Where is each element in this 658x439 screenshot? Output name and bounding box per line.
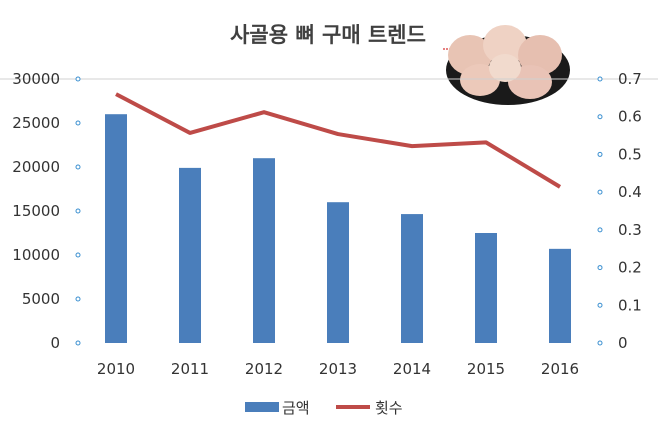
legend-swatch-bar [245,402,279,412]
bar-2011 [179,167,201,343]
y-right-tick-0.3: 0.3 [618,221,642,239]
y-right-tick-0.6: 0.6 [618,108,642,126]
legend: 금액 횟수 [245,399,403,417]
y-right-tick-0.4: 0.4 [618,183,642,201]
y-right-tick-0: 0 [618,334,628,352]
x-tick-2016: 2016 [541,360,579,378]
y-right-tick-0.1: 0.1 [618,296,642,314]
bar-2013 [327,202,349,343]
bar-2012 [253,158,275,343]
y-left-tick-30000: 30000 [12,70,60,88]
y-left-marker [75,120,81,126]
y-left-tick-15000: 15000 [12,202,60,220]
x-tick-2011: 2011 [171,360,209,378]
y-left-tick-0: 0 [50,334,60,352]
x-tick-2014: 2014 [393,360,431,378]
legend-label-amount: 금액 [282,399,310,417]
food-photo [446,25,570,105]
y-left-marker [75,296,81,302]
y-left-marker [75,208,81,214]
x-tick-2012: 2012 [245,360,283,378]
x-tick-2015: 2015 [467,360,505,378]
y-left-tick-25000: 25000 [12,114,60,132]
y-right-marker [597,340,603,346]
y-right-tick-0.7: 0.7 [618,70,642,88]
bar-2016 [549,248,571,343]
y-right-marker [597,189,603,195]
y-left-marker [75,252,81,258]
bar-2010 [105,114,127,343]
y-left-marker [75,164,81,170]
bar-2015 [475,233,497,343]
y-left-tick-20000: 20000 [12,158,60,176]
x-tick-2013: 2013 [319,360,357,378]
bar-2014 [401,214,423,343]
y-left-marker [75,340,81,346]
y-left-marker [75,76,81,82]
line-series-count [115,92,562,189]
y-right-marker [597,76,603,82]
legend-label-count: 횟수 [375,399,403,417]
x-tick-2010: 2010 [97,360,135,378]
y-right-marker [597,227,603,233]
y-right-marker [597,265,603,271]
chart-title: 사골용 뼈 구매 트렌드 [230,23,426,47]
y-right-tick-0.2: 0.2 [618,259,642,277]
y-right-marker [597,151,603,157]
y-right-tick-0.5: 0.5 [618,145,642,163]
y-left-tick-10000: 10000 [12,246,60,264]
y-right-marker [597,302,603,308]
y-right-marker [597,114,603,120]
y-left-tick-5000: 5000 [22,290,60,308]
